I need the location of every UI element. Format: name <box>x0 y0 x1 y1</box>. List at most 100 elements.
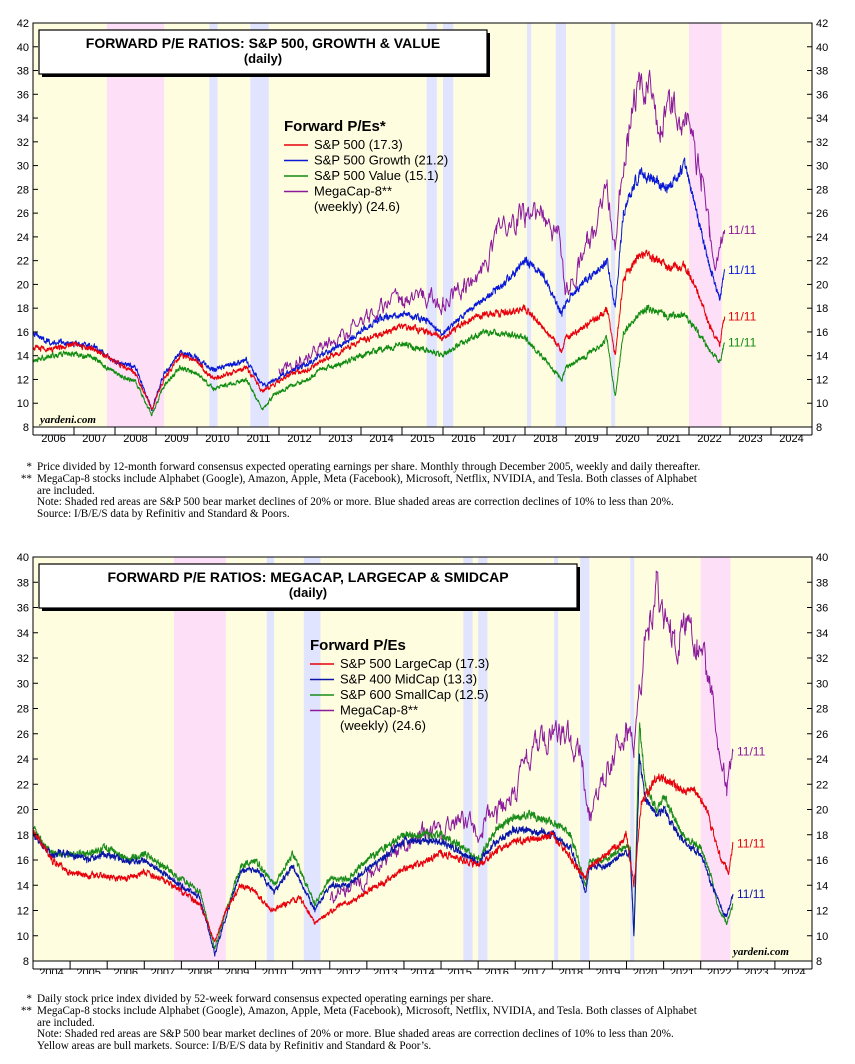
footnote-3: are included. <box>37 484 95 497</box>
y-tick-label-left: 30 <box>17 678 29 690</box>
chart-subtitle: (daily) <box>244 51 282 66</box>
x-tick-label: 2020 <box>615 433 639 445</box>
title-box: FORWARD P/E RATIOS: S&P 500, GROWTH & VA… <box>38 29 490 77</box>
y-tick-label-right: 10 <box>816 398 828 410</box>
y-tick-label-right: 12 <box>816 374 828 386</box>
y-tick-label-left: 22 <box>17 779 29 791</box>
correction-band <box>478 557 488 961</box>
y-tick-label-left: 26 <box>17 208 29 220</box>
end-date-label: 11/11 <box>728 223 757 237</box>
y-tick-label-right: 18 <box>816 830 828 842</box>
y-tick-label-left: 20 <box>17 279 29 291</box>
series-line-megacap-8 <box>329 570 734 904</box>
y-tick-label-right: 18 <box>816 303 828 315</box>
legend: Forward P/Es* S&P 500 (17.3)S&P 500 Growt… <box>284 118 448 214</box>
end-date-label: 11/11 <box>737 887 766 901</box>
y-tick-label-right: 22 <box>816 256 828 268</box>
footnote-1: * Price divided by 12-month forward conse… <box>26 461 701 473</box>
series-line-s-p-500 <box>32 249 726 410</box>
footnote-3: are included. <box>37 1016 95 1029</box>
legend-label: MegaCap-8** <box>314 184 392 199</box>
legend-label: (weekly) (24.6) <box>340 718 426 733</box>
x-tick-label: 2023 <box>744 967 768 974</box>
y-tick-label-right: 30 <box>816 161 828 173</box>
y-tick-label-right: 14 <box>816 351 828 363</box>
x-tick-label: 2021 <box>670 967 694 974</box>
y-tick-label-left: 38 <box>17 577 29 589</box>
y-tick-label-left: 36 <box>17 89 29 101</box>
correction-band <box>527 23 532 427</box>
footnote-4: Note: Shaded red areas are S&P 500 bear … <box>37 1028 674 1041</box>
legend: Forward P/Es S&P 500 LargeCap (17.3)S&P 4… <box>310 637 489 733</box>
x-tick-label: 2018 <box>533 433 557 445</box>
y-tick-label-right: 8 <box>816 422 822 434</box>
title-shadow <box>487 33 490 77</box>
y-tick-label-left: 16 <box>17 855 29 867</box>
correction-band <box>250 23 269 427</box>
future-area <box>732 557 812 961</box>
end-date-label: 11/11 <box>737 837 766 851</box>
footnote-1: * Daily stock price index divided by 52-w… <box>26 993 494 1005</box>
y-tick-label-left: 24 <box>17 232 29 244</box>
x-tick-label: 2023 <box>738 433 762 445</box>
y-axis: 8 8 10 10 12 12 14 14 16 16 18 18 20 20 22 22 24 24 26 26 28… <box>17 18 829 434</box>
series-line-s-p-500-largecap <box>32 773 734 943</box>
legend-title: Forward P/Es <box>310 637 406 654</box>
y-tick-label-right: 36 <box>816 603 828 615</box>
title-shadow <box>42 608 580 611</box>
x-axis: 2006 2007 2008 2009 2010 2011 2012 2013 2014 2015… <box>32 427 813 445</box>
footnote-4: Note: Shaded red areas are S&P 500 bear … <box>37 496 674 509</box>
y-tick-label-right: 42 <box>816 18 828 30</box>
y-tick-label-right: 12 <box>816 906 828 918</box>
y-tick-label-left: 18 <box>17 303 29 315</box>
footnotes-top: * Price divided by 12-month forward conse… <box>10 461 701 521</box>
watermark: yardeni.com <box>38 414 96 426</box>
y-tick-label-left: 34 <box>17 628 29 640</box>
end-date-label: 11/11 <box>728 336 757 350</box>
x-tick-label: 2010 <box>262 967 286 974</box>
series-line-s-p-600-smallcap <box>32 722 734 950</box>
legend-title: Forward P/Es* <box>284 118 386 135</box>
y-tick-label-right: 34 <box>816 628 828 640</box>
x-tick-label: 2013 <box>373 967 397 974</box>
y-tick-label-left: 12 <box>17 374 29 386</box>
y-tick-label-right: 40 <box>816 552 828 564</box>
x-tick-label: 2009 <box>225 967 249 974</box>
correction-band <box>630 557 635 961</box>
footnotes-bottom: * Daily stock price index divided by 52-w… <box>10 993 697 1053</box>
x-tick-label: 2014 <box>369 433 393 445</box>
correction-band <box>266 557 275 961</box>
y-tick-label-left: 30 <box>17 161 29 173</box>
legend-label: S&P 500 (17.3) <box>314 137 403 152</box>
watermark: yardeni.com <box>731 946 789 958</box>
y-tick-label-left: 36 <box>17 603 29 615</box>
y-tick-label-right: 32 <box>816 653 828 665</box>
x-tick-label: 2011 <box>247 433 271 445</box>
correction-band <box>303 557 321 961</box>
x-tick-label: 2012 <box>336 967 360 974</box>
legend-label: S&P 500 LargeCap (17.3) <box>340 656 489 671</box>
plot-frame <box>32 22 813 428</box>
y-tick-label-left: 14 <box>17 880 29 892</box>
x-tick-label: 2016 <box>451 433 475 445</box>
y-tick-label-left: 28 <box>17 184 29 196</box>
footnote-5: Source: I/B/E/S data by Refinitiv and St… <box>37 508 290 521</box>
footnote-2: ** MegaCap-8 stocks include Alphabet (Goo… <box>20 1004 697 1017</box>
x-tick-label: 2022 <box>707 967 731 974</box>
correction-band <box>463 557 473 961</box>
y-tick-label-left: 40 <box>17 552 29 564</box>
x-tick-label: 2022 <box>697 433 721 445</box>
footnote-2: ** MegaCap-8 stocks include Alphabet (Goo… <box>20 472 697 485</box>
y-tick-label-right: 34 <box>816 113 828 125</box>
correction-band <box>580 557 590 961</box>
x-tick-label: 2020 <box>633 967 657 974</box>
y-tick-label-right: 14 <box>816 880 828 892</box>
x-tick-label: 2024 <box>781 967 805 974</box>
x-tick-label: 2014 <box>410 967 434 974</box>
chart-subtitle: (daily) <box>289 585 327 600</box>
x-tick-label: 2010 <box>205 433 229 445</box>
y-tick-label-left: 40 <box>17 42 29 54</box>
bear-market-band <box>700 557 731 961</box>
bear-market-band <box>689 23 722 427</box>
